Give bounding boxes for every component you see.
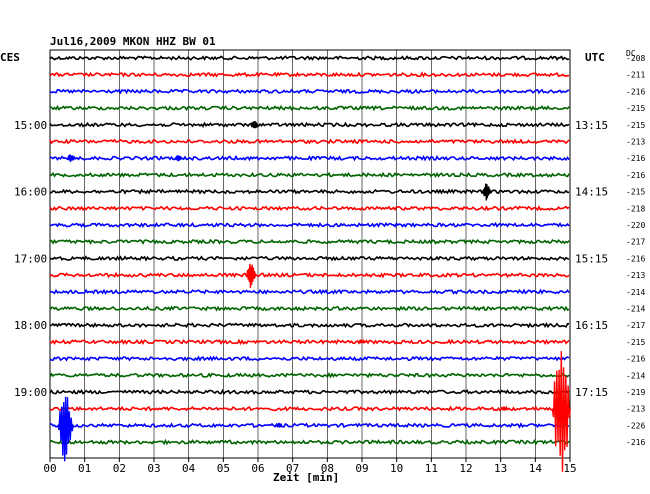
event-burst (551, 351, 571, 472)
trace-line (49, 104, 570, 112)
trace-line (49, 405, 570, 412)
event-burst (66, 154, 75, 162)
right-time-label: 16:15 (575, 319, 608, 332)
dc-offset-label: -214 (626, 305, 645, 314)
trace-line (49, 438, 570, 446)
dc-offset-label: -211 (626, 71, 645, 80)
x-tick-label: 00 (43, 462, 56, 475)
left-time-label: 16:00 (14, 186, 47, 199)
trace-line (49, 355, 570, 362)
left-time-label: 18:00 (14, 319, 47, 332)
right-axis-label: UTC (585, 51, 605, 64)
trace-line (49, 305, 570, 312)
dc-offset-label: -213 (626, 138, 645, 147)
dc-offset-label: -215 (626, 188, 645, 197)
dc-offset-label: -215 (626, 121, 645, 130)
x-tick-label: 15 (563, 462, 576, 475)
dc-offset-label: -213 (626, 271, 645, 280)
event-burst (250, 121, 259, 129)
trace-line (49, 55, 570, 62)
dc-offset-label: -215 (626, 338, 645, 347)
dc-offset-label: -216 (626, 171, 645, 180)
event-burst (500, 405, 508, 411)
trace-line (49, 121, 570, 128)
dc-offset-label: -217 (626, 321, 645, 330)
trace-line (49, 372, 570, 379)
trace-line (49, 221, 570, 228)
trace-line (49, 171, 570, 179)
x-tick-label: 09 (355, 462, 368, 475)
trace-line (49, 88, 570, 95)
trace-line (49, 255, 570, 262)
event-burst (358, 338, 366, 345)
dc-offset-label: -214 (626, 288, 645, 297)
event-burst (245, 263, 257, 288)
x-axis-label: Zeit [min] (273, 471, 339, 484)
event-burst (482, 183, 492, 201)
trace-line (50, 422, 570, 429)
dc-offset-label: -215 (626, 104, 645, 113)
trace-line (49, 288, 570, 296)
right-time-label: 17:15 (575, 386, 608, 399)
left-axis-label: CES (0, 51, 20, 64)
dc-offset-label: -218 (626, 204, 645, 213)
right-time-label: 14:15 (575, 186, 608, 199)
dc-offset-label: -216 (626, 87, 645, 96)
trace-line (49, 205, 570, 212)
seismic-traces (49, 55, 570, 446)
axis-labels: 15:00 16:00 17:00 18:00 19:00 13:15 14:15 15:15… (14, 54, 645, 475)
plot-frame (49, 49, 571, 459)
x-tick-label: 13 (494, 462, 507, 475)
seismic-events (57, 121, 571, 472)
dc-offset-label: -216 (626, 355, 645, 364)
dc-offset-label: -216 (626, 254, 645, 263)
trace-line (49, 138, 570, 145)
left-time-label: 17:00 (14, 252, 47, 265)
x-tick-label: 08 (321, 462, 334, 475)
dc-offset-label: -216 (626, 438, 645, 447)
x-tick-label: 03 (147, 462, 160, 475)
chart-title: Jul16,2009 MKON HHZ BW 01 (50, 35, 216, 48)
x-tick-label: 04 (182, 462, 196, 475)
x-tick-label: 02 (113, 462, 126, 475)
event-burst (57, 396, 74, 462)
dc-offset-label: -217 (626, 238, 645, 247)
dc-offset-label: -220 (626, 221, 645, 230)
trace-line (49, 338, 570, 346)
right-time-label: 13:15 (575, 119, 608, 132)
left-time-label: 15:00 (14, 119, 47, 132)
grid (49, 49, 571, 459)
trace-line (49, 271, 570, 279)
left-time-label: 19:00 (14, 386, 47, 399)
trace-line (49, 388, 570, 396)
x-tick-label: 07 (286, 462, 299, 475)
trace-line (49, 322, 569, 329)
dc-label: DC (626, 49, 636, 58)
dc-offset-label: -213 (626, 405, 645, 414)
dc-offset-label: -219 (626, 388, 645, 397)
x-tick-label: 01 (78, 462, 91, 475)
trace-line (49, 71, 570, 78)
x-tick-label: 11 (425, 462, 438, 475)
event-burst (275, 422, 283, 428)
right-time-label: 15:15 (575, 252, 608, 265)
dc-offset-label: -214 (626, 371, 645, 380)
trace-line (49, 238, 570, 245)
dc-offset-label: -226 (626, 421, 645, 430)
trace-line (49, 154, 570, 162)
event-burst (174, 155, 183, 162)
x-tick-label: 06 (251, 462, 264, 475)
x-tick-label: 05 (217, 462, 230, 475)
dc-offset-label: -208 (626, 54, 645, 63)
x-tick-label: 10 (390, 462, 403, 475)
x-tick-label: 12 (459, 462, 472, 475)
dc-offset-label: -216 (626, 154, 645, 163)
x-tick-label: 14 (529, 462, 543, 475)
